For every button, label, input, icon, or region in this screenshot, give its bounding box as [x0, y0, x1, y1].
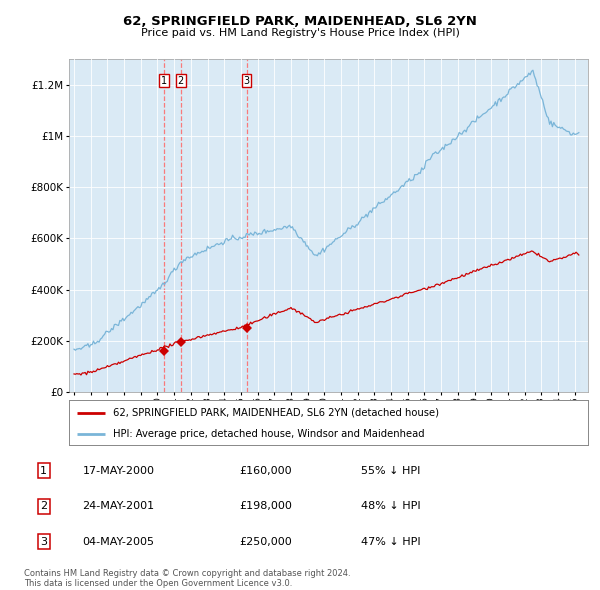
- Text: Contains HM Land Registry data © Crown copyright and database right 2024.
This d: Contains HM Land Registry data © Crown c…: [24, 569, 350, 588]
- Text: £160,000: £160,000: [240, 466, 292, 476]
- Text: £198,000: £198,000: [240, 502, 293, 511]
- Text: 3: 3: [40, 537, 47, 547]
- Text: 55% ↓ HPI: 55% ↓ HPI: [361, 466, 421, 476]
- Text: 47% ↓ HPI: 47% ↓ HPI: [361, 537, 421, 547]
- Text: £250,000: £250,000: [240, 537, 293, 547]
- Text: 1: 1: [40, 466, 47, 476]
- Text: Price paid vs. HM Land Registry's House Price Index (HPI): Price paid vs. HM Land Registry's House …: [140, 28, 460, 38]
- Text: HPI: Average price, detached house, Windsor and Maidenhead: HPI: Average price, detached house, Wind…: [113, 429, 425, 439]
- Text: 2: 2: [178, 76, 184, 86]
- Text: 3: 3: [244, 76, 250, 86]
- Text: 62, SPRINGFIELD PARK, MAIDENHEAD, SL6 2YN (detached house): 62, SPRINGFIELD PARK, MAIDENHEAD, SL6 2Y…: [113, 408, 439, 418]
- Text: 2: 2: [40, 502, 47, 511]
- Text: 17-MAY-2000: 17-MAY-2000: [82, 466, 154, 476]
- Text: 1: 1: [161, 76, 167, 86]
- Text: 62, SPRINGFIELD PARK, MAIDENHEAD, SL6 2YN: 62, SPRINGFIELD PARK, MAIDENHEAD, SL6 2Y…: [123, 15, 477, 28]
- Text: 04-MAY-2005: 04-MAY-2005: [82, 537, 154, 547]
- Text: 48% ↓ HPI: 48% ↓ HPI: [361, 502, 421, 511]
- Text: 24-MAY-2001: 24-MAY-2001: [82, 502, 155, 511]
